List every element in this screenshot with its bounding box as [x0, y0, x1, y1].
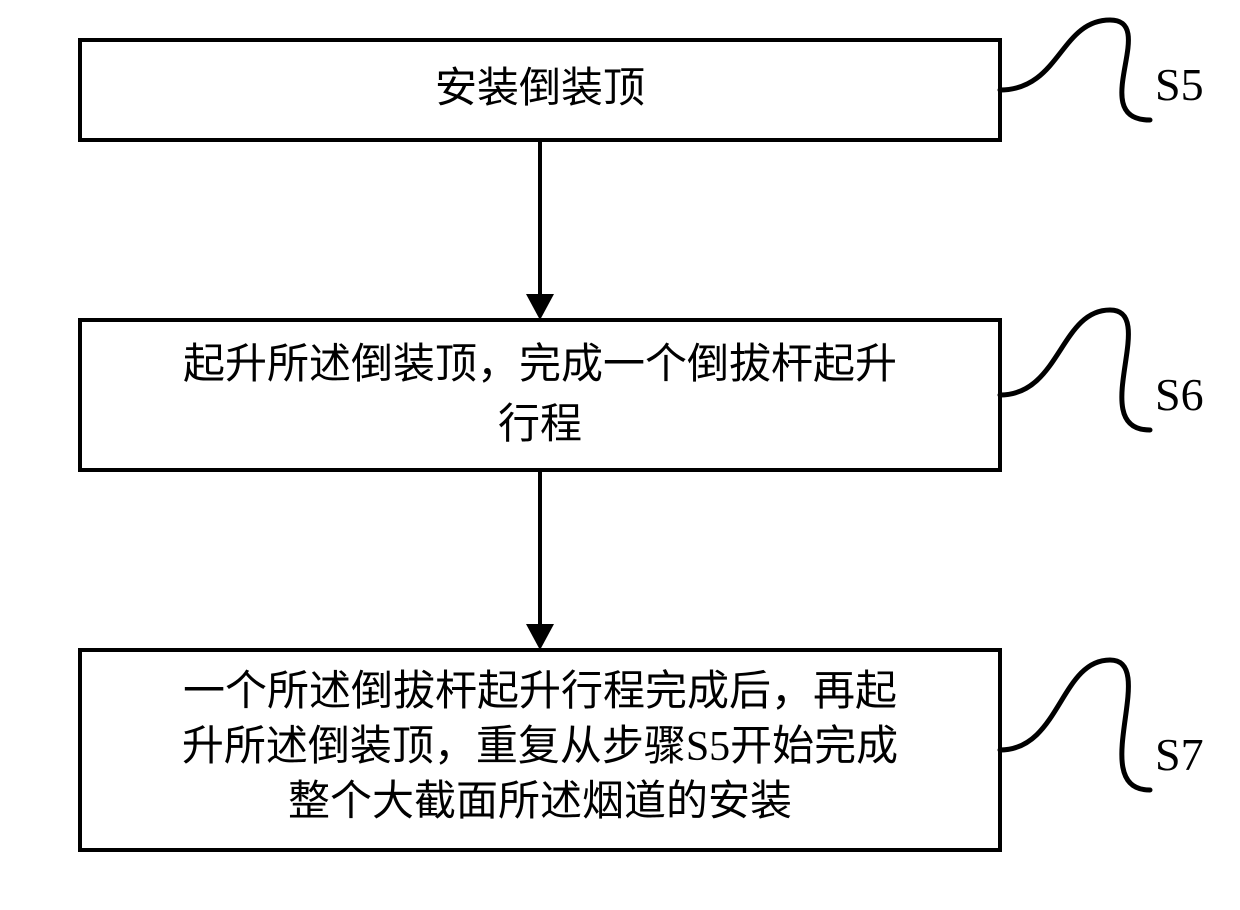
flow-step-s6-line2: 行程: [498, 402, 582, 448]
connector-c6-label: S6: [1155, 369, 1204, 420]
flow-step-s5-line1: 安装倒装顶: [435, 66, 645, 112]
connector-c7-label: S7: [1155, 729, 1204, 780]
flow-step-s7-line1: 一个所述倒拔杆起升行程完成后，再起: [183, 668, 897, 715]
flow-step-s6-line1: 起升所述倒装顶，完成一个倒拔杆起升: [183, 341, 897, 388]
flow-step-s7-line2: 升所述倒装顶，重复从步骤S5开始完成: [182, 723, 898, 770]
canvas-bg: [0, 0, 1240, 910]
flow-step-s7-line3: 整个大截面所述烟道的安装: [288, 779, 792, 825]
connector-c5-label: S5: [1155, 59, 1204, 110]
